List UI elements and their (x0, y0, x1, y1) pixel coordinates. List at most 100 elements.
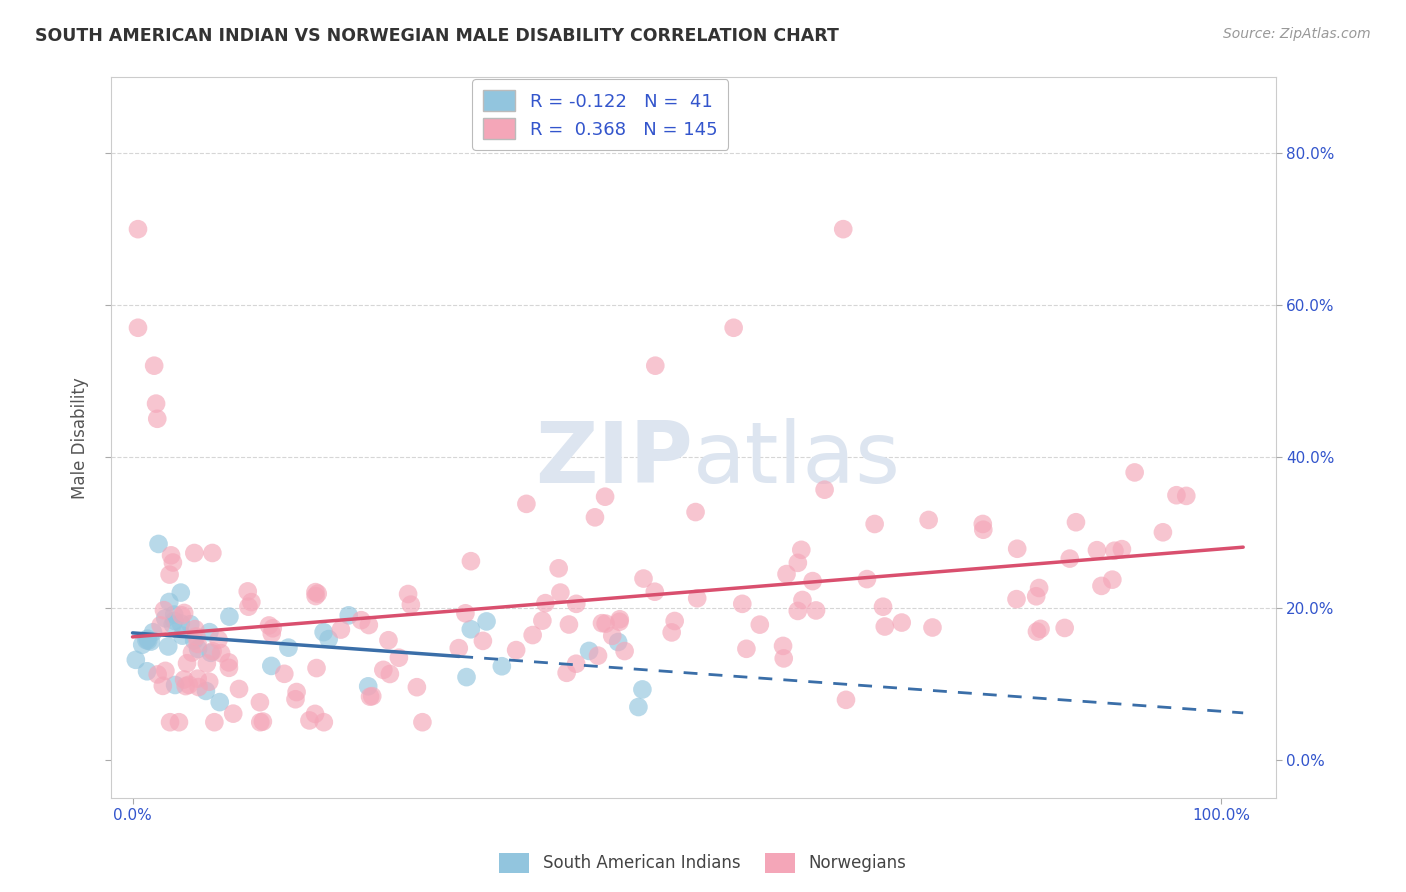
Point (337, 608, 360, 623)
Point (735, 641, 758, 656)
Point (1064, 515, 1087, 529)
Point (644, 584, 666, 599)
Point (183, 633, 205, 648)
Point (136, 632, 159, 646)
Point (172, 629, 194, 643)
Point (238, 599, 260, 614)
Point (1104, 543, 1126, 558)
Point (723, 320, 745, 334)
Text: atlas: atlas (693, 417, 901, 501)
Point (157, 640, 180, 654)
Point (460, 554, 482, 568)
Point (1028, 581, 1050, 595)
Point (505, 643, 527, 657)
Point (600, 629, 623, 643)
Point (786, 556, 808, 570)
Text: SOUTH AMERICAN INDIAN VS NORWEGIAN MALE DISABILITY CORRELATION CHART: SOUTH AMERICAN INDIAN VS NORWEGIAN MALE … (35, 27, 839, 45)
Point (565, 657, 588, 671)
Point (1026, 624, 1049, 639)
Point (1025, 589, 1047, 603)
Point (249, 695, 271, 709)
Text: Source: ZipAtlas.com: Source: ZipAtlas.com (1223, 27, 1371, 41)
Point (586, 648, 609, 663)
Point (835, 693, 858, 707)
Point (1166, 488, 1188, 502)
Y-axis label: Male Disability: Male Disability (72, 377, 89, 499)
Point (307, 587, 329, 601)
Point (801, 574, 824, 588)
Point (240, 595, 263, 609)
Point (1005, 592, 1028, 607)
Point (170, 585, 193, 599)
Point (170, 608, 193, 623)
Point (1175, 489, 1198, 503)
Point (378, 667, 401, 681)
Point (685, 505, 707, 519)
Point (686, 591, 709, 606)
Point (361, 689, 384, 703)
Point (491, 659, 513, 673)
Point (1053, 621, 1076, 635)
Legend: South American Indians, Norwegians: South American Indians, Norwegians (492, 847, 914, 880)
Point (187, 680, 209, 694)
Point (304, 585, 326, 599)
Point (143, 359, 166, 373)
Point (155, 664, 177, 678)
Point (454, 607, 477, 621)
Point (201, 644, 224, 658)
Point (195, 657, 218, 671)
Point (131, 638, 153, 652)
Point (142, 625, 165, 640)
Point (163, 607, 186, 622)
Point (1111, 542, 1133, 557)
Point (593, 490, 616, 504)
Point (633, 572, 655, 586)
Point (405, 680, 427, 694)
Point (1059, 551, 1081, 566)
Point (152, 679, 174, 693)
Point (146, 411, 169, 425)
Point (595, 616, 617, 631)
Point (249, 715, 271, 730)
Point (565, 597, 588, 611)
Point (228, 681, 250, 696)
Point (207, 632, 229, 647)
Point (917, 513, 939, 527)
Point (200, 646, 222, 660)
Point (534, 596, 557, 610)
Point (236, 584, 259, 599)
Point (558, 617, 581, 632)
Point (127, 320, 149, 334)
Point (260, 626, 283, 640)
Point (159, 567, 181, 582)
Point (377, 633, 399, 648)
Point (890, 615, 912, 630)
Point (790, 542, 813, 557)
Point (218, 656, 240, 670)
Point (555, 665, 578, 680)
Point (373, 663, 395, 677)
Point (583, 510, 606, 524)
Point (471, 633, 494, 648)
Point (872, 599, 894, 614)
Text: ZIP: ZIP (536, 417, 693, 501)
Point (218, 661, 240, 675)
Point (218, 609, 240, 624)
Point (162, 556, 184, 570)
Point (181, 646, 204, 660)
Point (208, 695, 231, 709)
Point (202, 715, 225, 730)
Point (609, 612, 631, 626)
Point (550, 585, 572, 599)
Point (159, 715, 181, 730)
Point (531, 614, 554, 628)
Point (792, 593, 814, 607)
Point (775, 567, 797, 582)
Point (357, 618, 380, 632)
Point (187, 642, 209, 657)
Point (184, 622, 207, 636)
Point (157, 595, 180, 609)
Point (786, 604, 808, 618)
Point (163, 614, 186, 628)
Point (305, 661, 328, 675)
